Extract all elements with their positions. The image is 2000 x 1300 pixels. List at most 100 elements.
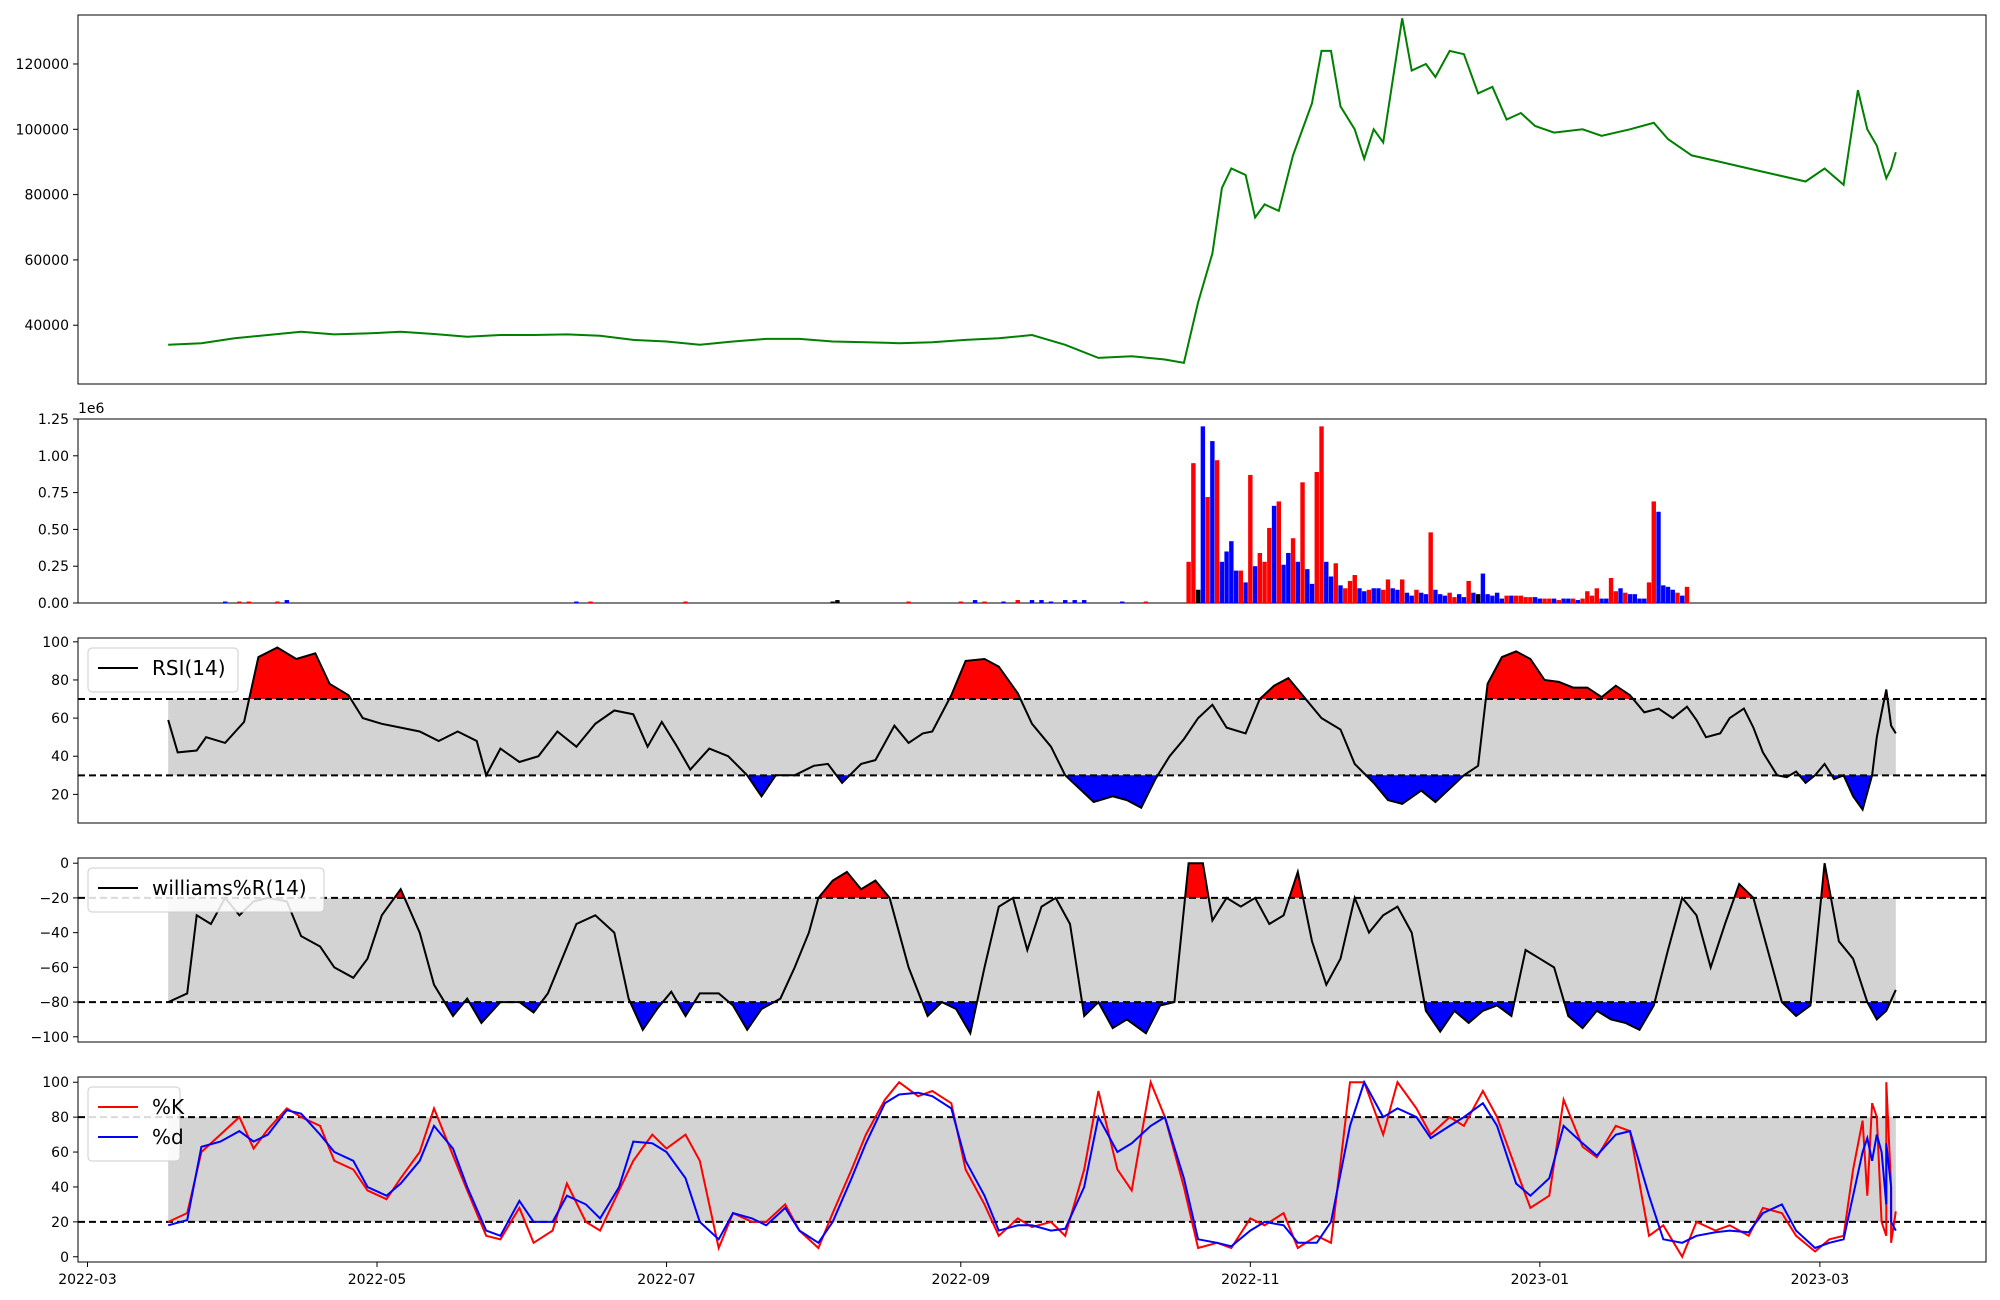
volume-bar — [1295, 561, 1300, 603]
plot-frame — [77, 1076, 1987, 1263]
legend-box — [87, 867, 325, 913]
legend-box — [87, 1086, 181, 1162]
volume-bar — [237, 601, 242, 603]
volume-bar — [982, 601, 987, 603]
volume-bar — [1352, 575, 1357, 603]
volume-bar — [1286, 552, 1291, 603]
volume-panel: 0.00 0.25 0.50 0.75 1.00 1.25 1e6 — [38, 401, 1987, 612]
y-tick-label: −40 — [39, 926, 69, 942]
volume-bar — [1499, 598, 1505, 603]
volume-bar — [1143, 601, 1149, 603]
volume-bar — [1385, 579, 1391, 603]
volume-bar — [1072, 600, 1077, 603]
volume-bar — [1409, 595, 1414, 603]
volume-bar — [1276, 501, 1282, 603]
volume-bar — [1651, 501, 1656, 603]
x-tick-label: 2022-07 — [637, 1272, 696, 1288]
volume-bar — [1324, 561, 1329, 603]
volume-bar — [1637, 598, 1642, 603]
volume-bar — [1229, 541, 1234, 603]
rsi-panel: 20 40 60 80 100 RSI(14) — [42, 635, 1987, 824]
volume-bar — [1381, 589, 1386, 603]
volume-bar — [1200, 426, 1206, 603]
y-tick-label: 60 — [51, 711, 69, 727]
volume-bar — [1414, 589, 1419, 603]
legend-label: RSI(14) — [152, 656, 226, 680]
volume-bar — [1480, 573, 1486, 603]
volume-bar — [1338, 585, 1343, 603]
volume-bar — [1604, 598, 1609, 603]
volume-bar — [1300, 482, 1305, 603]
volume-bar — [1366, 589, 1372, 603]
volume-bar — [1015, 600, 1020, 603]
volume-bar — [1613, 591, 1618, 603]
volume-bar — [1566, 598, 1571, 603]
rsi-line — [167, 646, 1897, 812]
volume-bar — [1556, 600, 1562, 603]
volume-bar — [1219, 561, 1225, 603]
neutral-band — [168, 1117, 1896, 1222]
volume-bar — [1561, 598, 1566, 603]
volume-bar — [1214, 460, 1220, 603]
neutral-band — [168, 699, 1896, 776]
volume-bar — [1523, 597, 1528, 603]
volume-bar — [1490, 595, 1495, 603]
volume-bar — [1589, 595, 1595, 603]
stoch-k-line — [167, 1078, 1897, 1260]
volume-bar — [1442, 595, 1448, 603]
volume-bar — [1475, 594, 1481, 603]
y-tick-label: 40000 — [24, 318, 69, 334]
volume-bar — [1599, 598, 1604, 603]
volume-bar — [1547, 598, 1552, 603]
volume-bar — [1290, 538, 1296, 603]
y-tick-label: 20 — [51, 1215, 69, 1231]
volume-bar — [1362, 591, 1367, 603]
x-tick-label: 2022-05 — [348, 1272, 407, 1288]
volume-bar — [1423, 594, 1429, 603]
volume-bar — [830, 601, 835, 603]
legend-label: williams%R(14) — [152, 876, 307, 900]
volume-bar — [1233, 570, 1239, 603]
volume-bar — [1680, 595, 1685, 603]
volume-bar — [1271, 505, 1277, 603]
volume-bar — [1039, 600, 1044, 603]
volume-bar — [1305, 569, 1310, 603]
williams-r-line — [167, 862, 1897, 1037]
neutral-band — [168, 897, 1896, 1003]
volume-bar — [1243, 582, 1248, 603]
y-tick-label: 0.75 — [38, 486, 69, 502]
volume-bar — [1661, 585, 1666, 603]
williams-r-panel: −100 −80 −60 −40 −20 0 williams%R(14) — [31, 856, 1987, 1046]
volume-bar — [1509, 595, 1514, 603]
volume-bar — [1262, 561, 1267, 603]
volume-bar — [1646, 582, 1652, 603]
volume-bar — [1333, 563, 1338, 603]
volume-bar — [1428, 532, 1433, 603]
volume-bar — [1347, 580, 1353, 603]
volume-bar — [1390, 588, 1395, 603]
volume-bar — [1670, 589, 1675, 603]
x-tick-label: 2023-01 — [1511, 1272, 1570, 1288]
volume-bar — [1594, 588, 1600, 603]
volume-bar — [1395, 589, 1400, 603]
y-tick-label: 100000 — [16, 122, 69, 138]
volume-bar — [1665, 586, 1671, 603]
volume-bar — [1461, 597, 1467, 603]
volume-bar — [1210, 441, 1215, 603]
stoch-d-line — [167, 1079, 1897, 1250]
volume-bar — [1371, 588, 1376, 603]
volume-bar — [1623, 592, 1628, 603]
y-tick-label: 0 — [60, 856, 69, 872]
volume-bar — [958, 601, 964, 603]
volume-bar — [1494, 592, 1500, 603]
plot-frame — [77, 857, 1987, 1043]
volume-bar — [1195, 589, 1201, 603]
volume-bar — [1675, 592, 1680, 603]
volume-bar — [1456, 594, 1462, 603]
volume-offset-label: 1e6 — [78, 401, 105, 417]
volume-bar — [1632, 594, 1637, 603]
y-tick-label: 40 — [51, 749, 69, 765]
price-panel: 40000 60000 80000 100000 120000 — [16, 14, 1987, 385]
y-tick-label: 120000 — [16, 57, 69, 73]
volume-bar — [275, 601, 280, 603]
